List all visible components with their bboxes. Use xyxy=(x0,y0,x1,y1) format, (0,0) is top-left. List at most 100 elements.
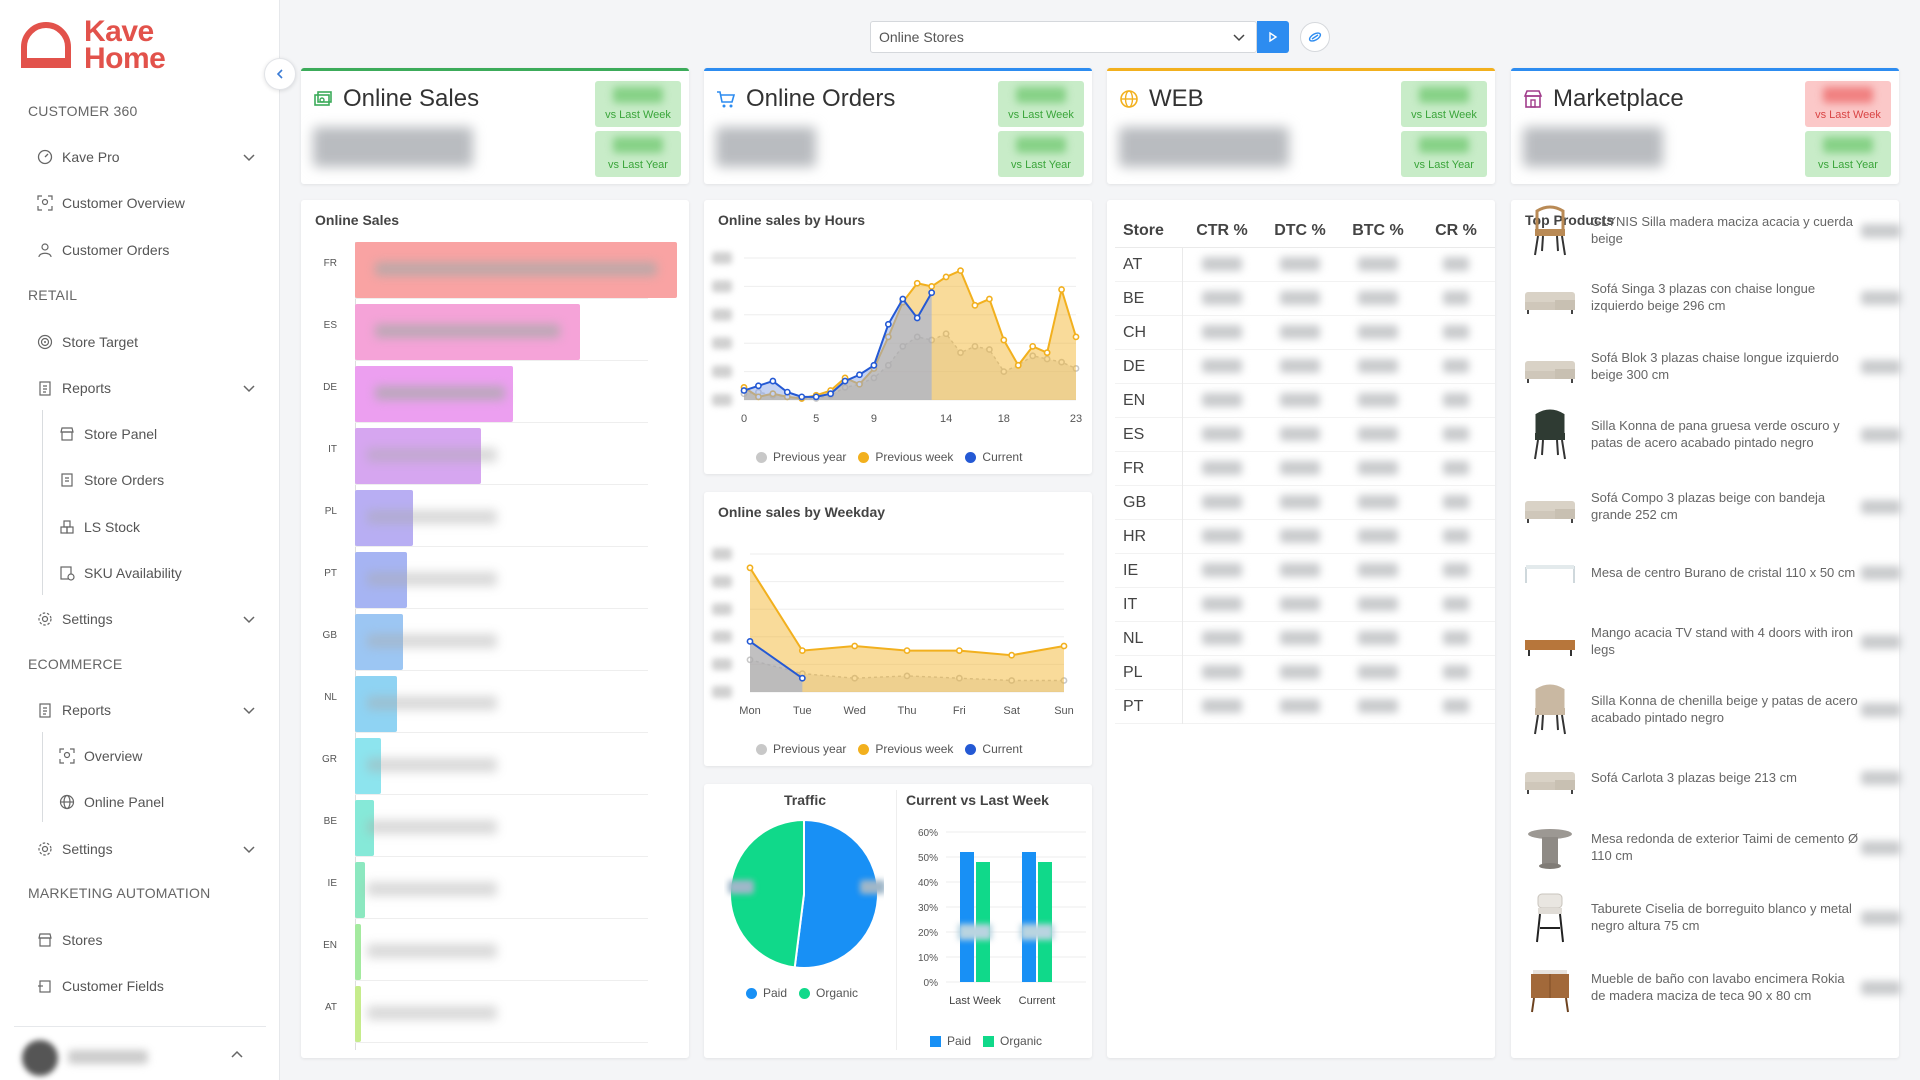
chevron-up-icon[interactable] xyxy=(230,1048,244,1067)
column-cr[interactable]: CR % xyxy=(1435,221,1477,239)
list-item[interactable]: Mesa redonda de exterior Taimi de cement… xyxy=(1523,817,1901,877)
report-icon xyxy=(36,701,54,719)
metric-cell xyxy=(1339,324,1417,342)
sidebar-item-ls-stock[interactable]: LS Stock xyxy=(58,518,258,536)
data-point xyxy=(1072,365,1080,372)
table-row[interactable]: AT xyxy=(1115,247,1495,282)
sidebar-item-store-orders[interactable]: Store Orders xyxy=(58,471,258,489)
table-row[interactable]: NL xyxy=(315,670,648,733)
table-row[interactable]: AT xyxy=(315,980,648,1043)
table-row[interactable]: GR xyxy=(315,732,648,795)
sidebar-item-ecommerce-settings[interactable]: Settings xyxy=(36,840,256,858)
metric-cell xyxy=(1339,494,1417,512)
table-row[interactable]: HR xyxy=(1115,519,1495,554)
table-row[interactable]: PL xyxy=(1115,655,1495,690)
product-image xyxy=(1523,960,1577,1014)
chevron-down-icon[interactable] xyxy=(242,150,256,167)
inventory-icon xyxy=(58,564,76,582)
table-row[interactable]: IE xyxy=(315,856,648,919)
chevron-down-icon[interactable] xyxy=(242,703,256,720)
list-item[interactable]: Taburete Ciselia de borreguito blanco y … xyxy=(1523,887,1901,947)
x-tick-label: 23 xyxy=(1070,413,1082,425)
list-item[interactable]: Mesa de centro Burano de cristal 110 x 5… xyxy=(1523,542,1901,602)
column-dtc[interactable]: DTC % xyxy=(1274,221,1326,239)
sidebar-item-customer-fields[interactable]: Customer Fields xyxy=(36,977,256,995)
y-tick-label xyxy=(712,394,732,406)
legend-previous-year: Previous year xyxy=(773,450,847,464)
column-ctr[interactable]: CTR % xyxy=(1196,221,1248,239)
sales-bar xyxy=(355,490,413,546)
metric-cell xyxy=(1417,392,1495,410)
chevron-down-icon[interactable] xyxy=(242,381,256,398)
list-item[interactable]: Mueble de baño con lavabo encimera Rokia… xyxy=(1523,957,1901,1017)
table-row[interactable]: EN xyxy=(315,918,648,981)
table-row[interactable]: PT xyxy=(1115,689,1495,724)
sidebar-item-overview[interactable]: Overview xyxy=(58,747,258,765)
table-row[interactable]: ES xyxy=(315,298,648,361)
sidebar-item-customer-orders[interactable]: Customer Orders xyxy=(36,241,256,259)
list-item[interactable]: GLYNIS Silla madera maciza acacia y cuer… xyxy=(1523,200,1901,260)
store-type-value: Online Stores xyxy=(879,29,964,45)
table-row[interactable]: IE xyxy=(1115,553,1495,588)
sidebar-item-retail-reports[interactable]: Reports xyxy=(36,379,256,397)
chevron-down-icon[interactable] xyxy=(242,612,256,629)
x-tick-label: 14 xyxy=(940,413,952,425)
product-image xyxy=(1523,339,1577,393)
table-row[interactable]: DE xyxy=(1115,349,1495,384)
country-label: BE xyxy=(323,816,337,827)
sales-value xyxy=(367,758,497,772)
sidebar-item-sku-availability[interactable]: SKU Availability xyxy=(58,564,258,582)
table-row[interactable]: FR xyxy=(1115,451,1495,486)
sidebar-item-kave-pro[interactable]: Kave Pro xyxy=(36,148,256,166)
sidebar-item-online-panel[interactable]: Online Panel xyxy=(58,793,258,811)
avatar[interactable] xyxy=(22,1040,58,1076)
list-item[interactable]: Sofá Compo 3 plazas beige con bandeja gr… xyxy=(1523,476,1901,536)
table-row[interactable]: CH xyxy=(1115,315,1495,350)
product-value xyxy=(1861,635,1901,649)
sidebar-item-retail-settings[interactable]: Settings xyxy=(36,610,256,628)
sidebar-item-store-panel[interactable]: Store Panel xyxy=(58,425,258,443)
metric-cell xyxy=(1417,562,1495,580)
list-item[interactable]: Sofá Carlota 3 plazas beige 213 cm xyxy=(1523,747,1901,807)
product-value xyxy=(1861,703,1901,717)
table-row[interactable]: NL xyxy=(1115,621,1495,656)
table-row[interactable]: GB xyxy=(315,608,648,671)
table-row[interactable]: PL xyxy=(315,484,648,547)
sidebar-item-stores[interactable]: Stores xyxy=(36,931,256,949)
table-row[interactable]: IT xyxy=(315,422,648,485)
sidebar-item-customer-overview[interactable]: Customer Overview xyxy=(36,194,256,212)
table-row[interactable]: IT xyxy=(1115,587,1495,622)
product-name: Sofá Compo 3 plazas beige con bandeja gr… xyxy=(1591,490,1826,522)
series-area xyxy=(744,292,932,400)
apply-filter-button[interactable] xyxy=(1257,21,1289,53)
globe-icon xyxy=(58,793,76,811)
table-row[interactable]: FR xyxy=(315,236,677,299)
list-item[interactable]: Sofá Blok 3 plazas chaise longue izquier… xyxy=(1523,336,1901,396)
table-row[interactable]: EN xyxy=(1115,383,1495,418)
table-row[interactable]: GB xyxy=(1115,485,1495,520)
collapse-sidebar-button[interactable] xyxy=(264,58,296,90)
list-item[interactable]: Sofá Singa 3 plazas con chaise longue iz… xyxy=(1523,267,1901,327)
column-btc[interactable]: BTC % xyxy=(1352,221,1404,239)
brand-logo[interactable]: Kave Home xyxy=(20,17,166,74)
metric-cell xyxy=(1183,256,1261,274)
product-value xyxy=(1861,911,1901,925)
table-row[interactable]: DE xyxy=(315,360,648,423)
table-row[interactable]: BE xyxy=(1115,281,1495,316)
sidebar-item-store-target[interactable]: Store Target xyxy=(36,333,256,351)
metric-cell xyxy=(1183,426,1261,444)
list-item[interactable]: Mango acacia TV stand with 4 doors with … xyxy=(1523,611,1901,671)
sidebar-item-ecommerce-reports[interactable]: Reports xyxy=(36,701,256,719)
table-row[interactable]: BE xyxy=(315,794,648,857)
store-type-select[interactable]: Online Stores xyxy=(870,21,1257,53)
country-label: GR xyxy=(322,754,337,765)
link-button[interactable] xyxy=(1300,22,1330,52)
table-row[interactable]: ES xyxy=(1115,417,1495,452)
chevron-down-icon[interactable] xyxy=(242,842,256,859)
column-store[interactable]: Store xyxy=(1123,221,1164,239)
product-name: Mango acacia TV stand with 4 doors with … xyxy=(1591,625,1854,657)
table-row[interactable]: PT xyxy=(315,546,648,609)
list-item[interactable]: Silla Konna de chenilla beige y patas de… xyxy=(1523,679,1901,739)
store-code: IT xyxy=(1115,587,1183,622)
list-item[interactable]: Silla Konna de pana gruesa verde oscuro … xyxy=(1523,404,1901,464)
